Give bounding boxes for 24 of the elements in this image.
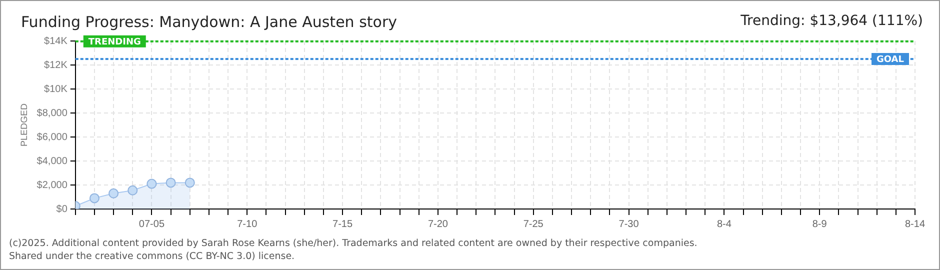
text: (c)2025. Additional content provided by Sarah Rose Kearns (she/her). Trademarks and related content are owned by their respective companies. (9, 237, 698, 250)
x-tick-label: 7-15 (332, 218, 353, 230)
y-tick-label: $10K (44, 84, 68, 95)
x-tick-label: 8-9 (812, 218, 828, 230)
y-tick-label: $2,000 (36, 180, 68, 191)
ref-line-label: GOAL (876, 54, 904, 65)
x-tick-label: 8-4 (716, 218, 732, 230)
chart-title: Funding Progress: Manydown: A Jane Austen story (21, 13, 397, 31)
chart-subtitle: Trending: $13,964 (111%) (740, 13, 923, 29)
y-tick-label: $14K (44, 36, 68, 47)
y-tick-label: $12K (44, 60, 68, 71)
x-tick-label: 7-25 (523, 218, 544, 230)
x-tick-label: 7-30 (618, 218, 640, 230)
x-tick-label: 07-05 (138, 218, 165, 230)
x-tick-label: 8-14 (904, 218, 926, 230)
y-tick-label: $0 (56, 204, 68, 215)
y-tick-label: $6,000 (36, 132, 68, 143)
ref-line-label: TRENDING (88, 37, 141, 48)
text: Shared under the creative commons (CC BY-NC 3.0) license. (9, 250, 296, 263)
y-tick-label: $8,000 (36, 108, 68, 119)
y-tick-label: $4,000 (36, 156, 68, 167)
x-tick-label: 7-10 (237, 218, 258, 230)
y-axis-title: PLEDGED (18, 102, 29, 147)
x-tick-label: 7-20 (428, 218, 448, 230)
